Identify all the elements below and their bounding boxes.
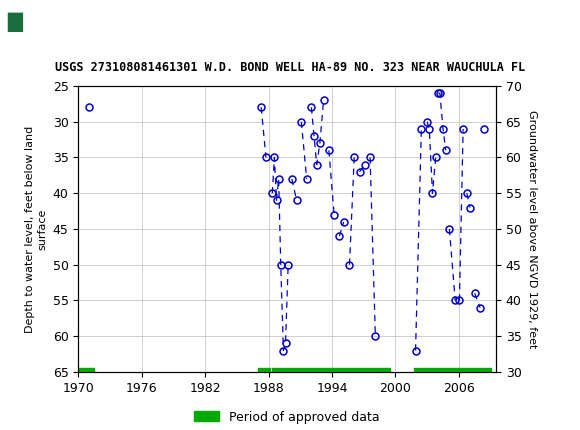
Text: ZUSGS: ZUSGS [5,14,73,31]
Text: USGS 273108081461301 W.D. BOND WELL HA-89 NO. 323 NEAR WAUCHULA FL: USGS 273108081461301 W.D. BOND WELL HA-8… [55,61,525,74]
FancyBboxPatch shape [5,3,60,42]
Y-axis label: Depth to water level, feet below land
surface: Depth to water level, feet below land su… [26,126,47,332]
Text: █: █ [7,13,22,32]
Legend: Period of approved data: Period of approved data [189,405,385,429]
Y-axis label: Groundwater level above NGVD 1929, feet: Groundwater level above NGVD 1929, feet [527,110,537,348]
